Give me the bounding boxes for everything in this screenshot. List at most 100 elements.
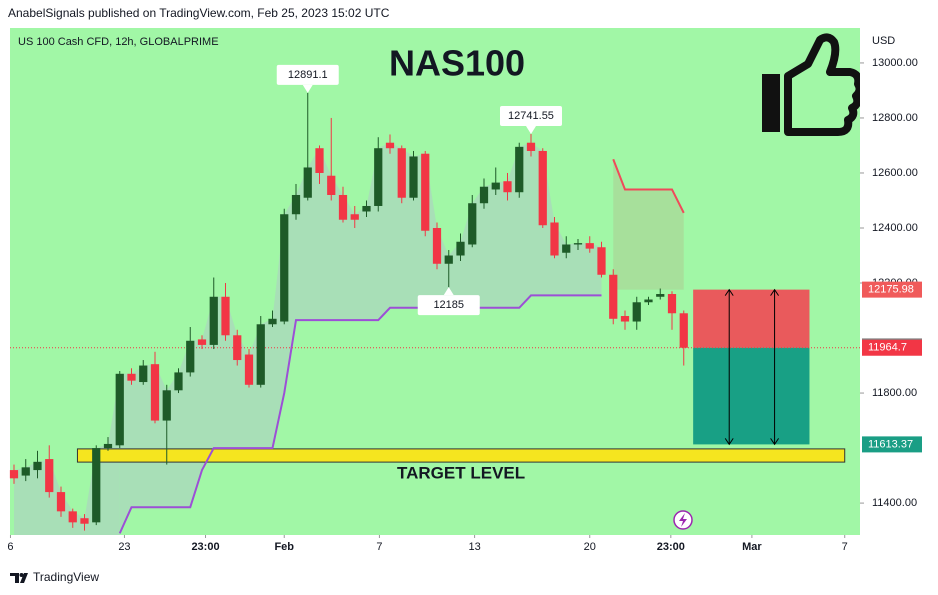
header: AnabelSignals published on TradingView.c…: [8, 6, 390, 20]
candle-body: [609, 274, 618, 319]
candle-body: [162, 390, 171, 421]
candle-body: [385, 142, 395, 149]
candle-body: [209, 296, 218, 345]
stop-fill: [613, 159, 684, 290]
candle-body: [221, 296, 230, 336]
x-tick-label: 23: [118, 541, 130, 553]
candle-body: [503, 181, 512, 193]
candle-body: [103, 443, 113, 449]
x-tick-label: Mar: [742, 541, 762, 553]
target-zone: [76, 448, 846, 463]
y-tick-label: 13000.00: [872, 57, 918, 69]
x-tick-label: 7: [376, 541, 382, 553]
candle-body: [33, 461, 42, 471]
annotation-pointer: [302, 84, 313, 93]
brand-logo: [10, 573, 28, 583]
candle-body: [409, 156, 418, 198]
candle-body: [268, 318, 277, 325]
annotation-box: [499, 106, 562, 127]
candle-body: [233, 335, 242, 361]
thumbs-up-icon: [762, 33, 864, 136]
candle-body: [68, 511, 77, 523]
candle-body: [456, 241, 465, 256]
candle-body: [174, 372, 183, 391]
candle-body: [21, 467, 30, 476]
candle-body: [280, 214, 289, 322]
candle-body: [338, 194, 348, 220]
price-label-bg: [862, 339, 922, 356]
price-label: 11964.7: [868, 342, 907, 354]
price-label-bg: [862, 281, 922, 298]
annotation-pointer: [443, 287, 454, 296]
annotation: 12741.55: [508, 110, 554, 122]
candle-body: [562, 244, 571, 253]
candle-body: [397, 148, 406, 198]
arrow-head: [770, 288, 779, 446]
x-axis-band: [0, 535, 860, 560]
brand: TradingView: [33, 570, 99, 584]
annotation: 12185: [433, 299, 464, 311]
plot: TARGET LEVEL 12891.1 12741.55 12185: [9, 64, 860, 535]
candle-body: [115, 373, 124, 446]
annotation-box: [417, 295, 480, 316]
candle-body: [327, 175, 336, 195]
position-risk: [693, 289, 810, 348]
candle-body: [679, 313, 688, 348]
annotation-box: [276, 64, 339, 85]
x-tick-label: Feb: [274, 541, 294, 553]
annotation-pointer: [525, 126, 536, 135]
candle-body: [644, 299, 653, 303]
candle-body: [92, 448, 101, 523]
x-tick-label: 7: [842, 541, 848, 553]
y-tick-label: 12800.00: [872, 112, 918, 124]
candle-body: [374, 148, 383, 206]
y-tick-label: 11400.00: [872, 497, 917, 509]
candle-body: [667, 294, 677, 314]
candle-body: [303, 167, 312, 198]
candle-body: [421, 153, 430, 231]
candle-body: [468, 203, 477, 245]
candle-body: [9, 470, 19, 479]
candle-body: [620, 316, 630, 322]
candle-body: [479, 186, 489, 204]
candle-body: [515, 146, 524, 193]
annotation: 12891.1: [288, 69, 328, 81]
candle-body: [45, 459, 54, 493]
candle-body: [550, 222, 559, 256]
candle-body: [197, 339, 207, 345]
candle-body: [256, 324, 265, 385]
candle-body: [526, 142, 536, 151]
y-tick-label: 11800.00: [872, 387, 917, 399]
chart-title: NAS100: [389, 43, 525, 84]
arrow-head: [724, 288, 734, 446]
price-label: 11613.37: [868, 438, 913, 450]
target-label: TARGET LEVEL: [397, 464, 525, 483]
position-reward: [693, 347, 810, 445]
x-tick-label: 23:00: [191, 541, 219, 553]
axis-layer: 11400.0011800.0012200.0012400.0012600.00…: [0, 57, 922, 560]
candle-body: [244, 354, 254, 385]
event-bolt: [679, 513, 687, 527]
candle-body: [186, 340, 195, 373]
price-label: 12175.98: [868, 284, 914, 296]
candle-body: [127, 373, 136, 381]
candle-body: [444, 255, 453, 264]
candle-body: [573, 243, 583, 245]
candle-body: [585, 243, 594, 249]
x-tick-label: 13: [468, 541, 480, 553]
x-tick-label: 6: [7, 541, 13, 553]
y-tick-label: 12400.00: [872, 222, 918, 234]
x-tick-label: 20: [584, 541, 596, 553]
x-tick-label: 23:00: [657, 541, 685, 553]
trend-fill: [119, 142, 602, 534]
stop-line: [612, 158, 685, 214]
candle-body: [315, 148, 324, 173]
candle-body: [538, 150, 547, 226]
candle-body: [150, 364, 160, 421]
candle-body: [597, 247, 606, 275]
trail-line: [118, 294, 602, 534]
currency: USD: [872, 35, 895, 47]
symbol: US 100 Cash CFD, 12h, GLOBALPRIME: [18, 36, 219, 48]
candle-body: [632, 302, 641, 322]
